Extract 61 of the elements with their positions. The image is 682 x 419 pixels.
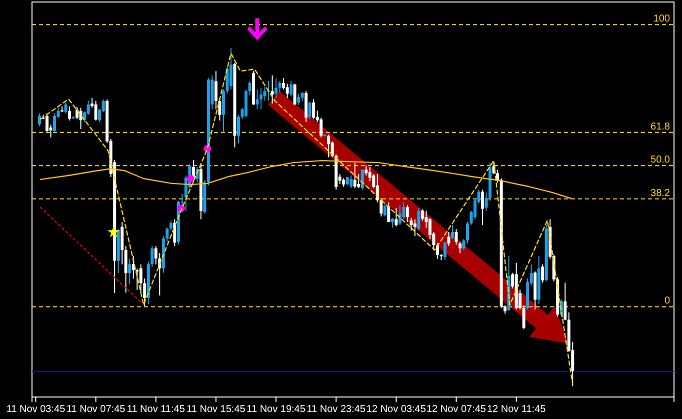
candlestick [417,207,420,232]
candlestick [522,304,526,330]
candlestick [124,246,128,294]
x-tick-label: 11 Nov 03:45 [6,404,66,416]
candlestick [443,241,446,261]
candlestick [413,218,416,237]
candlestick [290,80,293,98]
candlestick [394,207,398,227]
candlestick [458,241,462,254]
candlestick [120,222,124,265]
ref-line-label: 38.2 [650,188,670,199]
candlestick [541,264,544,284]
candlestick [447,231,450,247]
candlestick [406,204,409,223]
x-tick-label: 11 Nov 15:45 [186,404,246,416]
candlestick [278,80,282,93]
candlestick [270,74,274,104]
candlestick [312,98,316,120]
candlestick [353,162,356,189]
candlestick [260,88,263,110]
candlestick [53,112,56,132]
candlestick [286,83,289,98]
candlestick [564,282,567,321]
candlestick [169,220,172,232]
candlestick [46,112,49,132]
candlestick [38,112,42,127]
candlestick [454,228,458,246]
candlestick [128,258,132,285]
x-tick-label: 11 Nov 07:45 [66,404,126,416]
candlestick [229,47,232,90]
x-tick-label: 11 Nov 23:45 [306,404,366,416]
candlestick [364,165,368,176]
candlestick [387,202,390,223]
candlestick [293,83,296,106]
candlestick [282,78,286,90]
candlestick [308,102,312,120]
candlestick [436,242,439,260]
x-tick-label: 12 Nov 03:45 [366,404,426,416]
x-tick-label: 12 Nov 11:45 [486,404,546,416]
candlestick [297,93,300,106]
candlestick [248,80,252,96]
candlestick [327,134,330,158]
ref-line-label: 0 [664,296,670,307]
candlestick [68,106,72,121]
ref-line-label: 61.8 [650,121,670,132]
candlestick [481,189,484,226]
candlestick [383,202,386,217]
x-tick-label: 11 Nov 11:45 [126,404,186,416]
candlestick [350,175,353,189]
candlestick [94,100,98,121]
candlestick [390,217,394,228]
candlestick [450,224,454,240]
ref-line-label: 50.0 [650,154,670,166]
candlestick [360,169,364,190]
candlestick [256,88,259,110]
ref-line-label: 100 [653,14,670,25]
candlestick [398,204,402,226]
candlestick [64,102,68,114]
candlestick [274,78,278,98]
x-tick-label: 12 Nov 07:45 [426,404,486,416]
x-tick-label: 11 Nov 19:45 [246,404,306,416]
